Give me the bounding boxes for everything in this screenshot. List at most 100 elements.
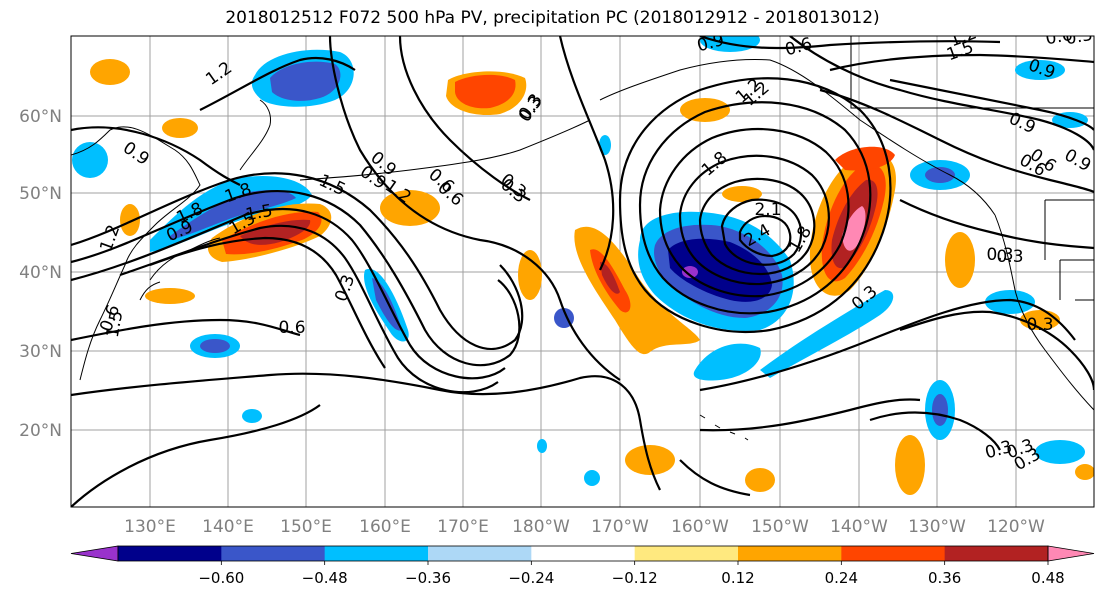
north-america-coast	[994, 214, 1094, 411]
colorbar-tick-label: −0.12	[612, 569, 658, 587]
colorbar-tick-label: 0.48	[1031, 569, 1064, 587]
contour-e11	[699, 36, 1001, 50]
alaska-coast	[599, 59, 996, 216]
lat-tick-label: 50°N	[19, 184, 62, 204]
shade-blue-k2	[932, 394, 948, 426]
contour-label: 1.5	[103, 309, 127, 339]
contour-w4	[119, 224, 499, 394]
contour-e13	[819, 88, 1094, 194]
aleutians	[299, 119, 591, 181]
contour-label: 0.9	[695, 30, 726, 56]
colorbar-tick-label: 0.24	[825, 569, 858, 587]
contour-label: 0.3	[986, 245, 1013, 265]
lon-tick-label: 140°E	[202, 517, 254, 537]
lon-tick-label: 140°W	[830, 517, 888, 537]
lat-tick-label: 40°N	[19, 263, 62, 283]
shade-red-ne-top	[835, 146, 895, 171]
contour-w2	[71, 190, 521, 367]
shade-blue-a	[72, 142, 108, 178]
lon-tick-label: 170°W	[591, 517, 649, 537]
colorbar-tick-label: −0.60	[198, 569, 244, 587]
colorbar-segment	[634, 546, 739, 561]
contour-w5	[149, 236, 386, 369]
contour-label: 0.6	[278, 318, 305, 338]
contour-e19	[679, 459, 751, 497]
contour-w1	[71, 172, 524, 350]
colorbar-segment	[841, 546, 946, 561]
lon-tick-label: 170°E	[437, 517, 489, 537]
kamchatka	[239, 99, 271, 171]
canada-border	[850, 36, 1094, 301]
contour-e7	[738, 214, 792, 258]
shade-blue-g	[1015, 60, 1065, 80]
shade-navy-low	[668, 238, 772, 302]
shade-blue-h2	[925, 167, 955, 183]
plot-frame	[70, 35, 1095, 508]
contour-e12	[889, 78, 1094, 131]
coastlines	[71, 36, 1094, 441]
pv-contours	[71, 36, 1094, 507]
shade-orange-e	[120, 204, 140, 236]
shade-pink-ne	[842, 206, 866, 251]
contour-e5	[698, 177, 816, 276]
colorbar-segment	[118, 546, 222, 561]
shade-orange-i	[625, 445, 675, 475]
lon-tick-label: 130°W	[908, 517, 966, 537]
shade-blue-m	[584, 470, 600, 486]
lon-tick-label: 130°E	[124, 517, 176, 537]
contour-w8	[199, 56, 356, 111]
colorbar-segment	[531, 546, 636, 561]
contour-w3	[71, 207, 506, 380]
lon-tick-label: 120°W	[987, 517, 1045, 537]
shade-darkblue-west	[170, 190, 296, 240]
colorbar-segment	[324, 546, 429, 561]
contour-e9	[789, 36, 1094, 151]
lon-tick-label: 160°E	[359, 517, 411, 537]
contour-e18	[699, 398, 921, 432]
colorbar-extend-min	[70, 545, 119, 562]
shade-orange-b	[162, 118, 198, 138]
contour-e3	[658, 128, 850, 298]
colorbar-tick-label: −0.24	[508, 569, 554, 587]
shade-blue-l	[1035, 440, 1085, 464]
colorbar: −0.60 −0.48 −0.36 −0.24 −0.12 0.12 0.24 0.36 0.4…	[70, 545, 1095, 587]
contour-e1	[618, 77, 892, 333]
contour-e15	[699, 298, 1076, 392]
shade-darkblue-north	[270, 61, 341, 101]
colorbar-tick-label: 0.36	[928, 569, 961, 587]
chart-title: 2018012512 F072 500 hPa PV, precipitatio…	[225, 8, 880, 28]
contour-w6	[71, 318, 301, 342]
lon-tick-label: 180°W	[512, 517, 570, 537]
colorbar-tick-label: −0.36	[405, 569, 451, 587]
contour-label: 0.3	[996, 247, 1023, 267]
shade-purple-low	[682, 266, 698, 278]
precip-shading	[72, 36, 1094, 495]
longitude-labels: 130°E 140°E 150°E 160°E 170°E 180°W 170°W 160°W…	[124, 517, 1045, 537]
gridlines	[71, 36, 1094, 507]
colorbar-segment	[428, 546, 532, 561]
shade-blue-j	[985, 290, 1035, 314]
latitude-labels: 60°N 50°N 40°N 30°N 20°N	[19, 107, 62, 441]
lon-tick-label: 160°W	[671, 517, 729, 537]
colorbar-tick-label: −0.48	[302, 569, 348, 587]
lon-tick-label: 150°E	[280, 517, 332, 537]
colorbar-extend-max	[1047, 545, 1095, 562]
contour-e2	[638, 101, 872, 315]
shade-blue-c	[242, 409, 262, 423]
lon-tick-label: 150°W	[751, 517, 809, 537]
colorbar-frame	[117, 545, 1049, 562]
lat-tick-label: 20°N	[19, 421, 62, 441]
contour-label: 2.1	[754, 200, 781, 220]
shade-orange-n	[745, 468, 775, 492]
shade-red-nc	[455, 74, 516, 109]
hawaii	[699, 414, 749, 441]
contour-e6	[720, 198, 803, 266]
shade-orange-h	[722, 186, 762, 202]
contour-w7	[71, 126, 241, 186]
shade-orange-d	[145, 288, 195, 304]
colorbar-tick-label: 0.12	[721, 569, 754, 587]
shade-blue-n	[537, 439, 547, 453]
shade-orange-g	[680, 98, 730, 122]
contour-w10	[398, 36, 531, 201]
